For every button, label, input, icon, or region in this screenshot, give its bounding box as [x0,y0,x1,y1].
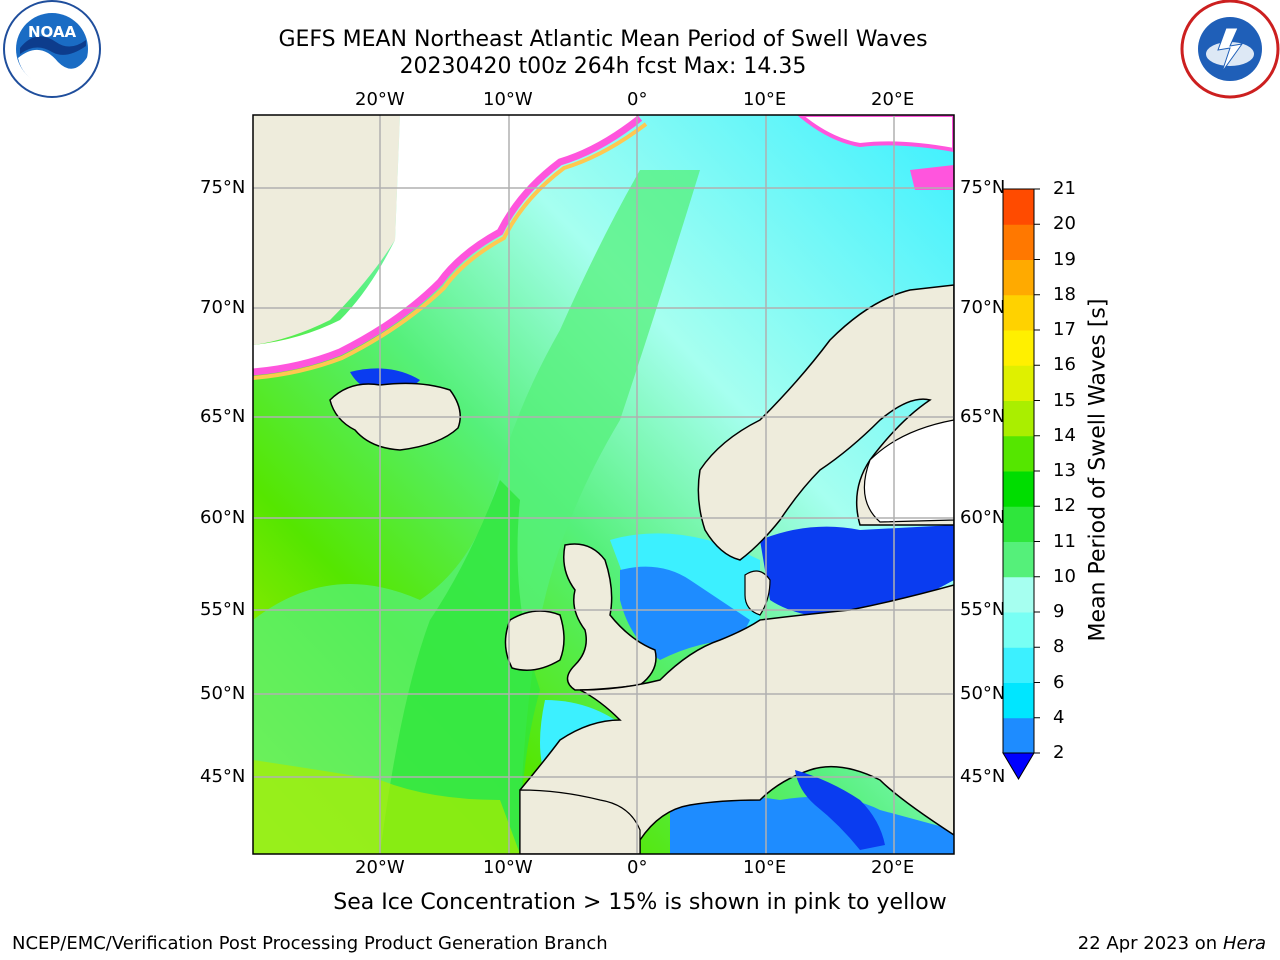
colorbar-segment [1003,576,1034,613]
colorbar-tick-label: 21 [1053,178,1076,199]
colorbar-tick-label: 6 [1053,671,1065,693]
svalbard-ice [796,115,954,153]
lat-label-left-50n: 50°N [200,683,246,704]
colorbar-tick-label: 19 [1053,248,1076,270]
colorbar-segment [1003,224,1034,260]
italy-sea [795,770,885,850]
colorbar-segment [1003,330,1034,366]
lat-label-left-75n: 75°N [200,177,246,198]
colorbar-tick-label: 13 [1053,460,1076,481]
colorbar-tick-label: 9 [1053,601,1065,622]
swell-band-green [253,170,700,854]
lon-label-top-10e: 10°E [743,89,787,110]
sea-ice-note: Sea Ice Concentration > 15% is shown in … [333,890,947,915]
colorbar-tick-label: 17 [1053,319,1076,340]
colorbar-tick-label: 10 [1053,565,1076,587]
colorbar-segment [1003,259,1034,296]
footer-date: 22 Apr 2023 on Hera [1078,933,1266,954]
footer-date-text: 22 Apr 2023 on [1077,933,1223,954]
lat-label-left-45n: 45°N [200,766,246,787]
lat-label-left-60n: 60°N [200,507,246,528]
colorbar-segment [1003,471,1034,507]
lat-label-right-45n: 45°N [960,766,1006,787]
colorbar-tick-label: 15 [1053,389,1076,411]
lon-label-bottom-10w: 10°W [483,857,533,878]
sea-ice-edge-yellow [253,122,648,380]
lat-label-left-65n: 65°N [200,406,246,427]
greenland-ice-free-white [253,115,640,370]
lon-label-top-0: 0° [627,89,648,110]
colorbar-label: Mean Period of Swell Waves [s] [1085,298,1111,642]
lon-label-bottom-0: 0° [627,857,648,878]
lat-label-right-60n: 60°N [960,507,1006,528]
lat-label-left-55n: 55°N [200,599,246,620]
colorbar-tick-label: 2 [1053,742,1065,763]
sea-ice-edge [253,115,643,376]
lon-label-bottom-20w: 20°W [355,857,405,878]
colorbar [1002,188,1040,780]
colorbar-segment [1003,294,1034,331]
lat-label-left-70n: 70°N [200,297,246,318]
colorbar-tick-label: 14 [1053,424,1076,446]
lat-label-right-70n: 70°N [960,297,1006,318]
svalbard-ice-2 [910,165,954,190]
colorbar-segment [1003,612,1034,648]
colorbar-segment [1003,365,1034,401]
map-subtitle: 20230420 t00z 264h fcst Max: 14.35 [399,54,807,79]
finland-white [863,419,954,523]
lat-label-right-55n: 55°N [960,599,1006,620]
lon-label-top-10w: 10°W [483,89,533,110]
lon-label-top-20e: 20°E [871,89,915,110]
colorbar-tick-label: 16 [1053,354,1076,376]
colorbar-segment [1003,400,1034,437]
footer-credit: NCEP/EMC/Verification Post Processing Pr… [12,933,608,954]
footer-host: Hera [1222,933,1266,954]
lon-label-top-20w: 20°W [355,89,405,110]
lon-label-bottom-10e: 10°E [743,857,787,878]
lat-label-right-65n: 65°N [960,406,1006,427]
lat-label-right-75n: 75°N [960,177,1006,198]
graticule [253,115,954,854]
europe-land [519,584,954,854]
colorbar-segment [1003,506,1034,542]
colorbar-tick-label: 4 [1053,706,1065,728]
colorbar-tick-label: 18 [1053,283,1076,305]
swell-band-yellow [253,760,520,854]
colorbar-segment [1003,647,1034,683]
colorbar-tick-label: 11 [1053,530,1076,552]
colorbar-tick-label: 12 [1053,495,1076,517]
greenland-land [253,115,400,345]
colorbar-segment [1003,189,1034,225]
colorbar-segment [1003,435,1034,472]
colorbar-segment [1003,717,1034,754]
colorbar-segment [1003,541,1034,578]
iberia-land [519,789,641,854]
colorbar-segment [1003,682,1034,719]
swell-baltic [760,525,954,620]
colorbar-extend-triangle [1002,752,1035,780]
lon-label-bottom-20e: 20°E [871,857,915,878]
map-frame [252,114,955,855]
denmark-land [744,570,771,616]
ireland-land [504,610,565,671]
lat-label-right-50n: 50°N [960,683,1006,704]
map-title: GEFS MEAN Northeast Atlantic Mean Period… [278,27,928,52]
colorbar-tick-label: 8 [1053,636,1065,658]
swell-north-sea-blue [620,566,750,660]
colorbar-tick-label: 20 [1053,213,1076,235]
swell-band-bright [380,480,540,854]
